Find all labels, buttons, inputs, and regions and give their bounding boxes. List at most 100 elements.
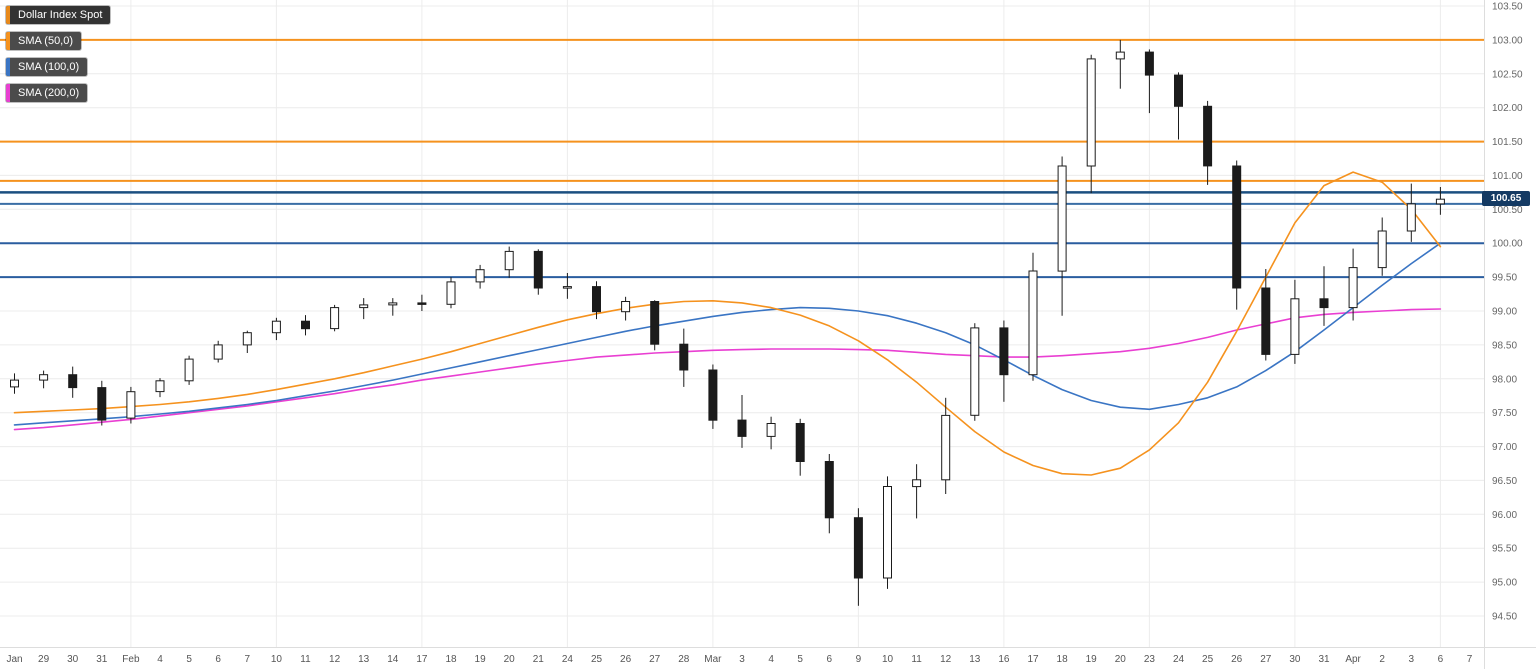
x-axis-label: 23 [1144,654,1156,665]
candle-body [853,517,863,579]
y-axis-label: 102.00 [1492,103,1523,114]
candle-body [184,358,194,382]
x-axis-label: 14 [387,654,399,665]
x-axis-label: 31 [96,654,108,665]
candle-body [1174,74,1183,107]
x-axis-label: Mar [704,654,722,665]
y-axis-label: 95.00 [1492,578,1517,589]
y-axis-label: 103.00 [1492,35,1523,46]
candle-body [359,304,369,309]
legend-sma200-badge[interactable]: SMA (200,0) [6,84,88,102]
x-axis-label: 20 [504,654,516,665]
sma100-color-swatch [6,58,10,76]
x-axis-label: 6 [1438,654,1444,665]
x-axis-label: 12 [329,654,341,665]
candle-body [766,423,776,437]
x-axis-label: Apr [1345,654,1361,665]
candle-body [417,302,427,305]
x-axis-label: 16 [998,654,1010,665]
candle-body [1435,198,1445,205]
instrument-label: Dollar Index Spot [18,9,103,21]
x-axis-label: 7 [1467,654,1473,665]
x-axis-label: 11 [911,654,922,665]
sma-line [13,171,1442,476]
x-axis-label: 27 [1260,654,1272,665]
candle-body [1406,203,1416,232]
y-axis-label: 100.00 [1492,239,1523,250]
candle-body [10,379,19,388]
chart-legend: Dollar Index Spot SMA (50,0) SMA (100,0)… [6,6,111,102]
candle-body [1028,270,1038,376]
x-axis-label: 19 [1086,654,1098,665]
x-axis-label: 9 [856,654,862,665]
candle-body [1203,105,1213,167]
candle-body [679,343,689,371]
candle-body [824,461,834,519]
candle-body [708,369,718,421]
candle-body [242,332,252,346]
candle-body [592,286,601,313]
x-axis-label: 12 [940,654,952,665]
candle-body [1232,165,1242,289]
levels-layer [0,38,1484,279]
x-axis-label: 5 [797,654,803,665]
candle-body [126,391,136,419]
x-axis-label: 13 [969,654,981,665]
x-axis-label: 7 [245,654,251,665]
candle-body [1261,287,1271,355]
x-axis-label: 11 [300,654,311,665]
candle-body [883,486,892,579]
last-price-badge: 100.65 [1482,191,1530,207]
y-axis-label: 103.50 [1492,2,1523,13]
sma200-color-swatch [6,84,10,102]
candle-body [504,250,514,271]
legend-sma50-badge[interactable]: SMA (50,0) [6,32,82,50]
instrument-badge[interactable]: Dollar Index Spot [6,6,111,24]
candle-body [1290,298,1300,355]
candle-body [1319,298,1329,309]
candle-body [97,387,107,421]
candle-body [999,327,1009,376]
moving-averages-layer [13,171,1442,476]
candle-body [330,307,340,330]
x-axis-label: 29 [38,654,50,665]
sma100-label: SMA (100,0) [18,61,80,73]
y-axis-label: 98.00 [1492,374,1517,385]
candle-body [795,423,805,462]
x-axis-label: 28 [678,654,690,665]
legend-sma100-badge[interactable]: SMA (100,0) [6,58,88,76]
x-axis-label: 13 [358,654,370,665]
y-axis-label: 94.50 [1492,612,1517,623]
x-axis-label: 5 [186,654,192,665]
x-axis-label: 6 [827,654,833,665]
x-axis-label: 19 [475,654,487,665]
x-axis-label: 25 [1202,654,1214,665]
x-axis-label: 4 [768,654,774,665]
y-axis-label: 99.50 [1492,273,1517,284]
y-axis-label: 97.50 [1492,408,1517,419]
x-axis-label: 17 [416,654,428,665]
candle-body [941,414,951,481]
x-axis-label: 25 [591,654,603,665]
y-axis-label: 99.00 [1492,307,1517,318]
candle-body [1144,51,1154,76]
candle-body [1057,165,1067,272]
candle-body [39,374,49,381]
sma-line [13,308,1442,431]
candle-body [912,479,922,488]
x-axis-label: 10 [271,654,283,665]
x-axis-label: 26 [1231,654,1243,665]
instrument-accent-strip [6,6,10,24]
x-axis-label: 24 [562,654,574,665]
candle-body [621,301,631,313]
x-axis-label: 18 [445,654,457,665]
y-axis-label: 97.00 [1492,442,1517,453]
candle-body [301,320,310,330]
candle-body [1377,230,1387,269]
candle-body [562,286,572,289]
x-axis-label: 4 [157,654,163,665]
sma50-color-swatch [6,32,10,50]
x-axis-label: 27 [649,654,661,665]
candle-body [1348,267,1358,309]
